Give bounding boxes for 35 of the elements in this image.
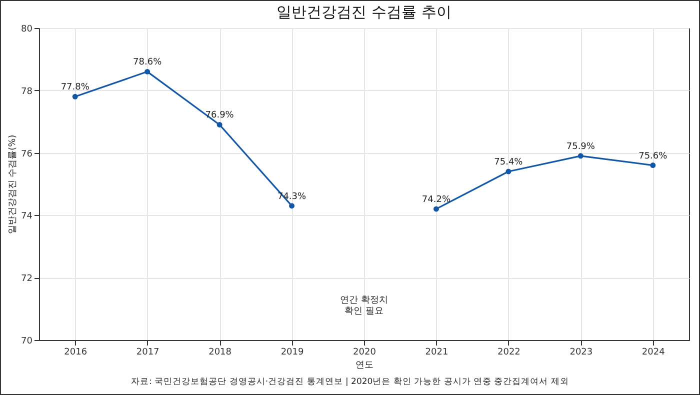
point [216, 122, 222, 128]
point [433, 206, 439, 212]
y-tick-label: 76 [21, 149, 33, 160]
y-tick-label: 74 [21, 212, 33, 222]
point [72, 94, 78, 100]
data-label: 75.9% [566, 142, 596, 152]
point [289, 203, 295, 209]
point [650, 162, 656, 168]
x-tick-label: 2024 [642, 348, 666, 358]
x-tick-label: 2017 [136, 348, 160, 358]
text: 자료: 국민건강보험공단 경영공시·건강검진 통계연보 | 2020년은 확인 가능한 공시가 연중 중간집계여서 제외 [130, 376, 570, 388]
y-tick-label: 80 [21, 24, 33, 34]
data-label: 78.6% [133, 58, 162, 68]
annotation: 연간 확정치 확인 필요 [340, 295, 388, 316]
x-tick-label: 2023 [570, 348, 593, 358]
data-label: 77.8% [60, 82, 90, 93]
data-label: 75.4% [494, 158, 524, 168]
x-tick-label: 2020 [353, 348, 376, 358]
x-tick-label: 2022 [497, 348, 520, 358]
data-label: 76.9% [205, 110, 234, 121]
x-tick-label: 2019 [280, 348, 304, 358]
point [144, 68, 150, 74]
x-tick-label: 2016 [64, 348, 88, 358]
chart-title: 일반건강검진 수검률 추이 [276, 3, 452, 21]
point [506, 168, 512, 174]
x-tick-label: 2021 [425, 348, 448, 358]
y-tick-label: 72 [21, 274, 32, 284]
x-tick-label: 2018 [208, 348, 232, 358]
point [578, 153, 584, 159]
data-label: 74.2% [422, 194, 451, 205]
y-tick-label: 78 [21, 86, 33, 97]
y-axis-title: 일반건강검진 수검률(%) [8, 134, 18, 234]
x-axis-title: 연도 [356, 360, 374, 370]
y-tick-label: 70 [21, 336, 33, 346]
data-label: 75.6% [638, 151, 668, 162]
